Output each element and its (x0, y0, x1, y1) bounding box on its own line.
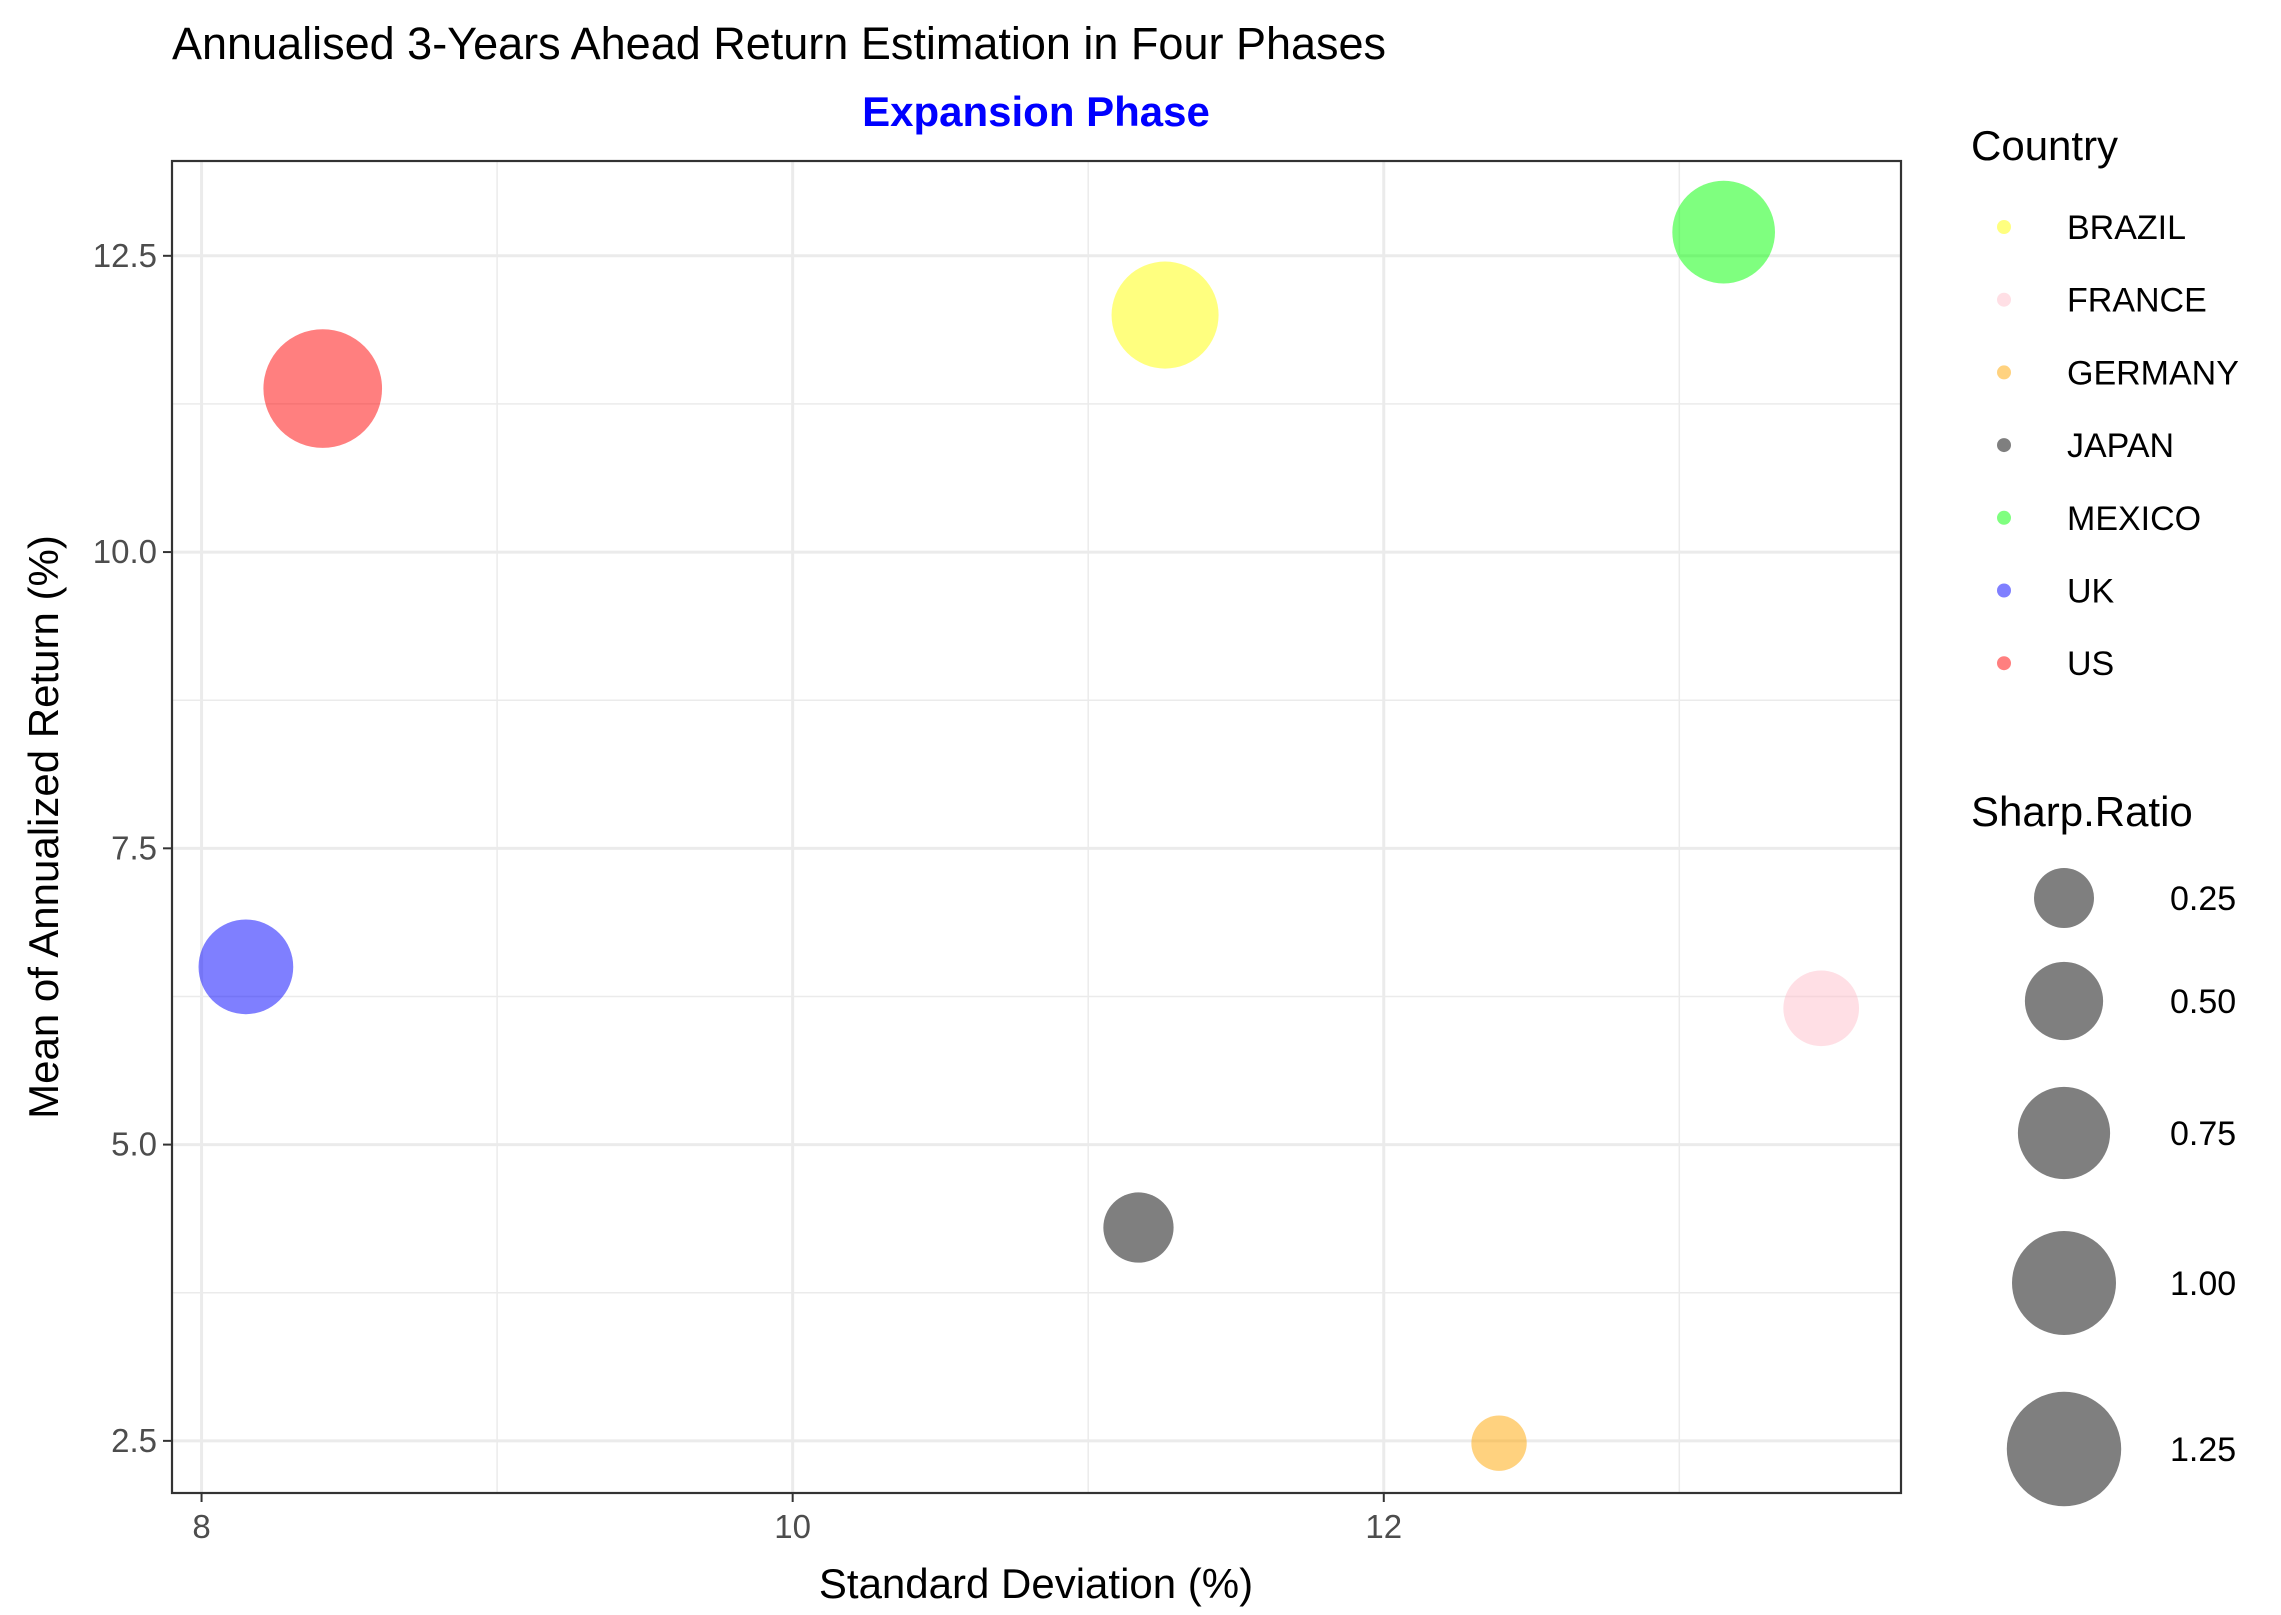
data-point-france (1783, 970, 1860, 1047)
x-axis: 8 10 12 (192, 1493, 1402, 1545)
size-legend-label: 1.25 (2170, 1431, 2236, 1469)
sharpe-legend: Sharp.Ratio 0.25 0.50 0.75 1.00 1.25 (1971, 788, 2236, 1507)
data-point-us (263, 329, 383, 448)
size-legend-label: 1.00 (2170, 1265, 2236, 1303)
country-legend: Country BRAZIL FRANCE GERMANY JAPAN MEXICO UK… (1971, 122, 2239, 683)
size-legend-key (2024, 961, 2104, 1041)
data-point-mexico (1672, 180, 1776, 284)
y-tick-label: 2.5 (111, 1422, 157, 1459)
legend-label-japan: JAPAN (2067, 427, 2174, 465)
size-legend-label: 0.25 (2170, 880, 2236, 918)
legend-key-uk (1997, 583, 2011, 598)
data-point-uk (198, 919, 294, 1015)
data-points (198, 180, 1860, 1471)
size-legend-key (2006, 1391, 2122, 1507)
data-point-germany (1471, 1415, 1527, 1471)
panel-border (170, 159, 1903, 1495)
chart-title: Annualised 3-Years Ahead Return Estimati… (172, 18, 1386, 69)
legend-label-mexico: MEXICO (2067, 500, 2201, 538)
x-axis-title: Standard Deviation (%) (819, 1560, 1253, 1607)
sharpe-legend-title: Sharp.Ratio (1971, 788, 2193, 835)
legend-key-mexico (1997, 510, 2011, 525)
y-tick-label: 7.5 (111, 829, 157, 866)
x-tick-label: 8 (192, 1508, 210, 1545)
size-legend-label: 0.75 (2170, 1115, 2236, 1153)
size-legend-key (2012, 1231, 2116, 1335)
y-tick-label: 12.5 (93, 237, 157, 274)
legend-key-brazil (1997, 220, 2011, 234)
x-tick-label: 10 (774, 1508, 811, 1545)
plot-panel (170, 159, 1903, 1495)
legend-label-france: FRANCE (2067, 282, 2207, 320)
data-point-brazil (1111, 261, 1219, 369)
legend-label-uk: UK (2067, 573, 2115, 611)
size-legend-key (2017, 1086, 2111, 1180)
y-tick-label: 5.0 (111, 1126, 157, 1163)
data-point-japan (1103, 1192, 1174, 1263)
chart-subtitle: Expansion Phase (862, 88, 1210, 135)
panel-background (172, 161, 1901, 1493)
size-legend-key (2034, 868, 2094, 928)
x-tick-label: 12 (1365, 1508, 1402, 1545)
legend-key-germany (1997, 365, 2011, 380)
country-legend-title: Country (1971, 122, 2118, 169)
legend-key-us (1997, 656, 2011, 671)
legend-label-brazil: BRAZIL (2067, 209, 2186, 247)
legend-key-japan (1997, 438, 2011, 453)
legend-key-france (1997, 292, 2011, 307)
size-legend-label: 0.50 (2170, 983, 2236, 1021)
y-tick-label: 10.0 (93, 533, 157, 570)
y-axis: 2.5 5.0 7.5 10.0 12.5 (93, 237, 172, 1459)
legend-label-germany: GERMANY (2067, 354, 2239, 392)
grid-lines (172, 161, 1901, 1493)
y-axis-title: Mean of Annualized Return (%) (20, 535, 67, 1119)
legend-label-us: US (2067, 645, 2114, 683)
